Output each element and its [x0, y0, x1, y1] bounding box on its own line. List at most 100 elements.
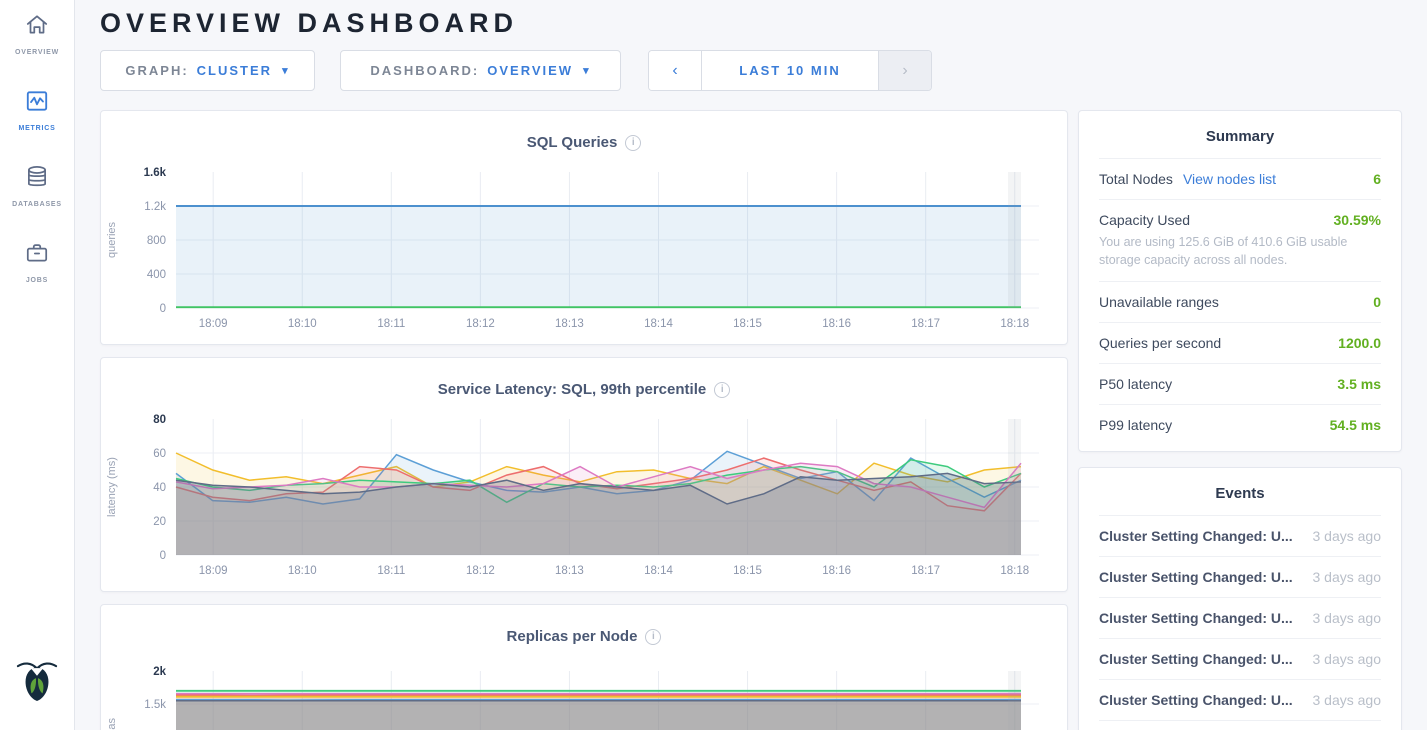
- chart-title: SQL Queries: [526, 134, 618, 151]
- svg-text:18:09: 18:09: [199, 565, 228, 577]
- sql-queries-chart[interactable]: 18:09 18:10 18:11 18:12 18:13 18:14 18:15 18:16…: [101, 157, 1068, 345]
- svg-text:18:09: 18:09: [199, 318, 228, 330]
- summary-row-p99: P99 latency 54.5 ms: [1099, 404, 1381, 445]
- graph-dropdown[interactable]: GRAPH: CLUSTER ▾: [100, 50, 315, 91]
- p50-latency-value: 3.5 ms: [1337, 376, 1381, 392]
- chart-title: Service Latency: SQL, 99th percentile: [437, 381, 707, 398]
- capacity-subtext: You are using 125.6 GiB of 410.6 GiB usa…: [1099, 235, 1348, 267]
- summary-row-unavailable-ranges: Unavailable ranges 0: [1099, 281, 1381, 322]
- event-row[interactable]: Cluster Setting Changed: U... 3 days ago: [1099, 679, 1381, 720]
- sidebar-item-label: METRICS: [18, 125, 56, 132]
- event-row[interactable]: Cluster Setting Changed: U... 3 days ago: [1099, 720, 1381, 730]
- dashboard-dropdown-label: DASHBOARD:: [370, 63, 480, 78]
- cockroachdb-logo[interactable]: [16, 657, 58, 708]
- svg-text:18:12: 18:12: [466, 565, 495, 577]
- p50-latency-label: P50 latency: [1099, 376, 1173, 392]
- event-time: 3 days ago: [1312, 610, 1382, 626]
- svg-text:0: 0: [160, 550, 166, 562]
- summary-title: Summary: [1205, 128, 1275, 145]
- sql-queries-card: SQL Queries i 18:09 18:10 18:11 18:12 18:13 1…: [100, 110, 1068, 345]
- info-icon[interactable]: i: [714, 381, 731, 398]
- svg-text:18:18: 18:18: [1000, 565, 1029, 577]
- event-time: 3 days ago: [1312, 528, 1382, 544]
- p99-latency-label: P99 latency: [1099, 417, 1173, 433]
- summary-row-capacity: Capacity Used 30.59% You are using 125.6…: [1099, 199, 1381, 281]
- summary-panel: Summary Total Nodes View nodes list 6 Ca…: [1078, 110, 1402, 452]
- event-time: 3 days ago: [1312, 651, 1382, 667]
- event-row[interactable]: Cluster Setting Changed: U... 3 days ago: [1099, 515, 1381, 556]
- event-label: Cluster Setting Changed: U...: [1099, 569, 1293, 585]
- dashboard-dropdown[interactable]: DASHBOARD: OVERVIEW ▾: [340, 50, 621, 91]
- view-nodes-list-link[interactable]: View nodes list: [1182, 171, 1277, 187]
- charts-column: SQL Queries i 18:09 18:10 18:11 18:12 18:13 1…: [100, 110, 1068, 730]
- service-latency-chart[interactable]: 18:09 18:10 18:11 18:12 18:13 18:14 18:15 18:16…: [101, 404, 1068, 592]
- metrics-icon: [24, 88, 50, 119]
- svg-text:replicas: replicas: [106, 718, 118, 730]
- svg-text:18:16: 18:16: [822, 565, 851, 577]
- capacity-value: 30.59%: [1333, 212, 1381, 228]
- event-time: 3 days ago: [1312, 692, 1382, 708]
- svg-text:18:15: 18:15: [733, 318, 762, 330]
- svg-text:800: 800: [147, 235, 166, 247]
- svg-text:18:17: 18:17: [911, 318, 940, 330]
- event-label: Cluster Setting Changed: U...: [1099, 692, 1293, 708]
- svg-text:18:13: 18:13: [555, 565, 584, 577]
- p99-latency-value: 54.5 ms: [1329, 417, 1381, 433]
- svg-text:18:14: 18:14: [644, 565, 673, 577]
- event-time: 3 days ago: [1312, 569, 1382, 585]
- sidebar-item-jobs[interactable]: JOBS: [24, 240, 50, 284]
- svg-text:18:10: 18:10: [288, 565, 317, 577]
- svg-text:18:17: 18:17: [911, 565, 940, 577]
- dashboard-dropdown-value: OVERVIEW: [487, 63, 574, 78]
- svg-text:0: 0: [160, 303, 166, 315]
- event-row[interactable]: Cluster Setting Changed: U... 3 days ago: [1099, 556, 1381, 597]
- svg-text:20: 20: [153, 516, 166, 528]
- home-icon: [24, 12, 50, 43]
- summary-row-total-nodes: Total Nodes View nodes list 6: [1099, 158, 1381, 199]
- right-column: Summary Total Nodes View nodes list 6 Ca…: [1078, 110, 1402, 730]
- summary-row-p50: P50 latency 3.5 ms: [1099, 363, 1381, 404]
- graph-dropdown-label: GRAPH:: [125, 63, 189, 78]
- chart-header: SQL Queries i: [101, 111, 1067, 157]
- total-nodes-value: 6: [1373, 171, 1381, 187]
- svg-text:18:16: 18:16: [822, 318, 851, 330]
- qps-value: 1200.0: [1338, 335, 1381, 351]
- svg-text:1.2k: 1.2k: [144, 201, 166, 213]
- briefcase-icon: [24, 240, 50, 271]
- chevron-left-icon: ‹: [672, 61, 678, 79]
- sidebar: OVERVIEW METRICS DATABASES: [0, 0, 75, 730]
- event-row[interactable]: Cluster Setting Changed: U... 3 days ago: [1099, 638, 1381, 679]
- svg-text:18:18: 18:18: [1000, 318, 1029, 330]
- controls-bar: GRAPH: CLUSTER ▾ DASHBOARD: OVERVIEW ▾ ‹…: [100, 50, 932, 91]
- sidebar-item-metrics[interactable]: METRICS: [18, 88, 55, 132]
- info-icon[interactable]: i: [625, 134, 642, 151]
- unavailable-ranges-label: Unavailable ranges: [1099, 294, 1219, 310]
- chart-title: Replicas per Node: [506, 628, 638, 645]
- graph-dropdown-value: CLUSTER: [196, 63, 273, 78]
- svg-text:18:12: 18:12: [466, 318, 495, 330]
- svg-text:1.5k: 1.5k: [144, 699, 166, 711]
- svg-text:18:13: 18:13: [555, 318, 584, 330]
- sidebar-item-overview[interactable]: OVERVIEW: [15, 12, 59, 56]
- event-row[interactable]: Cluster Setting Changed: U... 3 days ago: [1099, 597, 1381, 638]
- time-window-prev-button[interactable]: ‹: [649, 51, 701, 90]
- svg-text:2k: 2k: [153, 666, 166, 678]
- svg-text:40: 40: [153, 482, 166, 494]
- svg-text:1.6k: 1.6k: [144, 167, 167, 179]
- event-label: Cluster Setting Changed: U...: [1099, 651, 1293, 667]
- info-icon[interactable]: i: [645, 628, 662, 645]
- chart-header: Service Latency: SQL, 99th percentile i: [101, 358, 1067, 404]
- time-window-range-button[interactable]: LAST 10 MIN: [701, 51, 879, 90]
- sidebar-item-label: DATABASES: [12, 201, 62, 208]
- sidebar-item-databases[interactable]: DATABASES: [12, 164, 62, 208]
- replicas-per-node-card: Replicas per Node i 18:0918:1018:1118:12…: [100, 604, 1068, 730]
- event-label: Cluster Setting Changed: U...: [1099, 528, 1293, 544]
- capacity-label: Capacity Used: [1099, 212, 1191, 228]
- sidebar-item-label: JOBS: [25, 277, 49, 284]
- time-window-next-button[interactable]: ›: [879, 51, 931, 90]
- events-panel: Events Cluster Setting Changed: U... 3 d…: [1078, 467, 1402, 730]
- total-nodes-label: Total Nodes: [1099, 171, 1173, 187]
- chevron-right-icon: ›: [902, 61, 908, 79]
- svg-text:400: 400: [147, 269, 166, 281]
- replicas-per-node-chart[interactable]: 18:0918:1018:1118:1218:1318:1418:1518:16…: [101, 651, 1068, 730]
